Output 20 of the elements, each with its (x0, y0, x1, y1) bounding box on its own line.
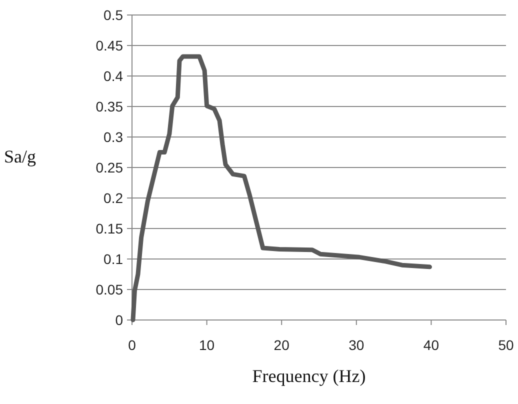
y-tick-label: 0.05 (96, 281, 124, 298)
y-tick-label: 0.2 (104, 190, 124, 206)
x-tick-label: 0 (128, 337, 136, 353)
y-tick-label: 0.4 (104, 68, 124, 84)
x-axis-title: Frequency (Hz) (252, 366, 366, 386)
x-tick-label: 30 (348, 337, 364, 353)
x-tick-label: 50 (498, 337, 514, 353)
y-tick-label: 0.15 (96, 220, 124, 236)
x-tick-label: 10 (199, 337, 215, 353)
y-tick-label: 0.5 (104, 6, 124, 23)
y-tick-label: 0.3 (104, 128, 124, 145)
x-tick-label: 40 (423, 337, 440, 353)
y-tick-label: 0.25 (96, 159, 124, 176)
x-tick-label: 20 (274, 337, 290, 353)
y-tick-label: 0.1 (104, 250, 124, 267)
y-axis-title: Sa/g (4, 146, 36, 166)
line-series (130, 54, 432, 322)
y-tick-label: 0 (115, 312, 124, 328)
y-tick-label: 0.35 (96, 98, 124, 114)
y-tick-label: 0.45 (96, 37, 124, 54)
